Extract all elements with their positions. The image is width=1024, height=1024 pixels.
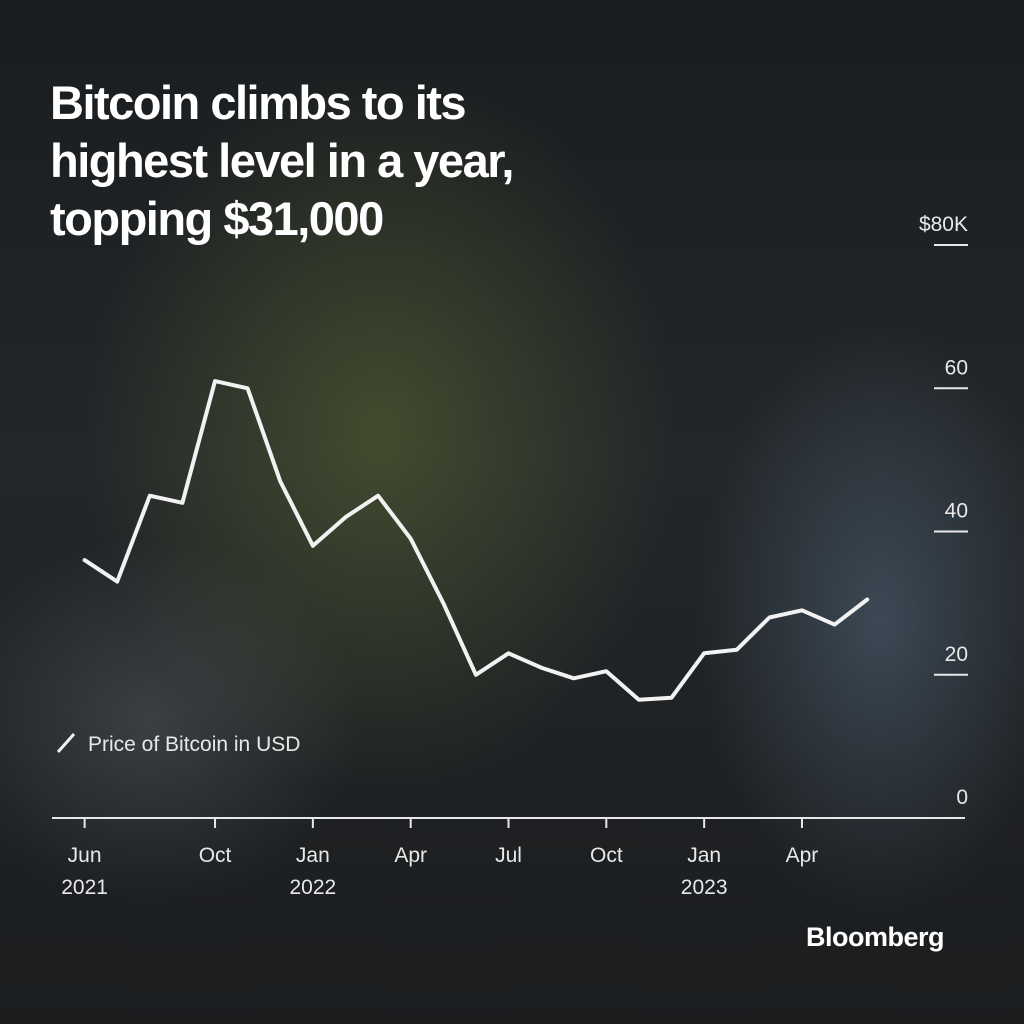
x-tick-label: Oct (590, 844, 623, 867)
price-line (82, 379, 870, 702)
x-tick-label: Apr (394, 844, 427, 867)
x-tick-label: Jan 2022 (289, 844, 336, 899)
brand-logo: Bloomberg (806, 922, 945, 952)
y-tick-label: 60 (945, 356, 968, 379)
y-tick-label: 40 (945, 500, 968, 523)
y-tick-label: 0 (956, 786, 968, 809)
legend-label: Price of Bitcoin in USD (88, 733, 300, 756)
x-tick-label: Jun 2021 (61, 844, 108, 899)
x-tick-label: Apr (786, 844, 819, 867)
x-tick-label: Oct (199, 844, 232, 867)
legend-swatch (56, 733, 76, 753)
y-tick-label: 20 (945, 643, 968, 666)
chart-title: Bitcoin climbs to its highest level in a… (50, 76, 514, 245)
y-tick-label: $80K (919, 213, 968, 236)
x-tick-label: Jan 2023 (681, 844, 728, 899)
x-tick-label: Jul (495, 844, 522, 867)
